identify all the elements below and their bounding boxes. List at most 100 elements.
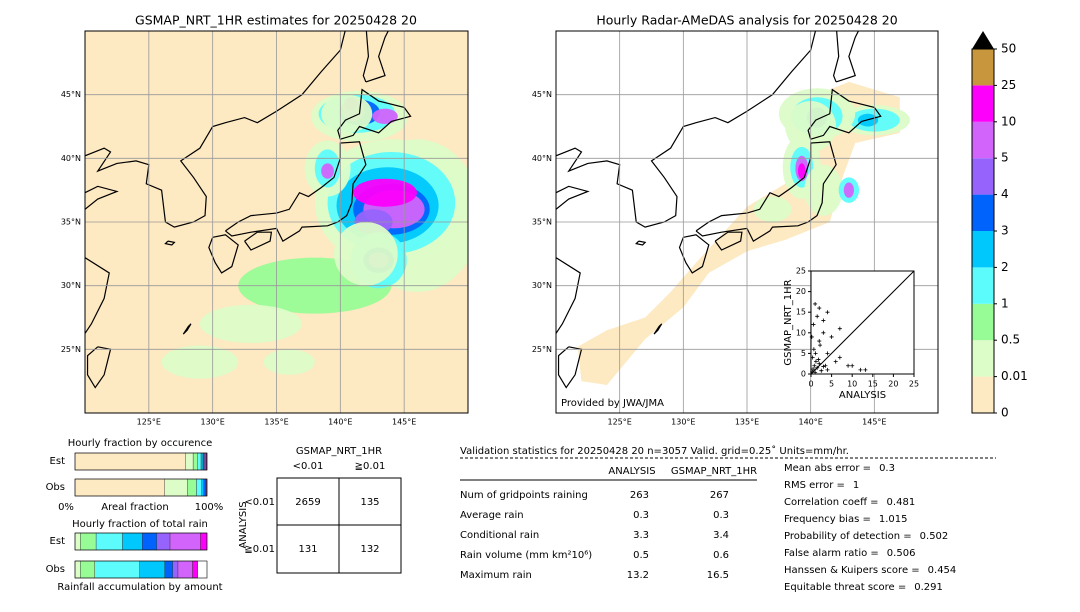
score-name: Mean abs error = bbox=[784, 463, 871, 474]
coastline bbox=[164, 240, 176, 246]
colorbar-segment bbox=[972, 376, 994, 413]
rain-area bbox=[843, 182, 854, 198]
chart-title: Hourly fraction of total rain bbox=[72, 519, 208, 530]
lon-tick-label: 135°E bbox=[264, 418, 288, 427]
scatter-point bbox=[825, 310, 830, 315]
colorbar-tick-label: 50 bbox=[1001, 42, 1016, 56]
scatter-point bbox=[819, 368, 824, 373]
stat-value: 3.4 bbox=[713, 530, 729, 541]
fraction-segment bbox=[192, 452, 198, 471]
coastline bbox=[556, 31, 817, 228]
fraction-segment bbox=[142, 532, 158, 551]
left-map-frame bbox=[84, 30, 469, 414]
coastline bbox=[225, 141, 367, 242]
score-name: Hanssen & Kuipers score = bbox=[784, 565, 920, 576]
y-axis-label: GSMAP_NRT_1HR bbox=[783, 279, 794, 365]
fraction-segment bbox=[185, 452, 194, 471]
x-axis-label: ANALYSIS bbox=[839, 390, 886, 401]
scatter-point bbox=[813, 359, 818, 364]
scatter-point bbox=[817, 361, 822, 366]
lon-tick-label: 125°E bbox=[137, 418, 161, 427]
scatter-point bbox=[810, 355, 815, 360]
scatter-point bbox=[817, 339, 822, 344]
scatter-point bbox=[816, 357, 821, 362]
scatter-point bbox=[812, 363, 817, 368]
row-label: Est bbox=[50, 456, 66, 467]
colorbar-segment bbox=[972, 340, 994, 377]
stat-name: Num of gridpoints raining bbox=[460, 490, 588, 501]
colorbar-tick-label: 0 bbox=[1001, 406, 1009, 420]
colorbar-tick-label: 25 bbox=[1001, 78, 1016, 92]
y-tick-label: 10 bbox=[796, 328, 806, 337]
scatter-point bbox=[823, 363, 828, 368]
rain-area bbox=[372, 108, 398, 124]
rain-area bbox=[753, 196, 792, 222]
scatter-point bbox=[809, 334, 814, 339]
scatter-point bbox=[850, 363, 855, 368]
coastline bbox=[182, 323, 192, 335]
score-value: 0.481 bbox=[887, 497, 916, 508]
x-tick-label: 20 bbox=[888, 380, 898, 389]
fraction-segment bbox=[192, 560, 198, 579]
rain-area bbox=[333, 222, 398, 286]
y-tick-label: 0 bbox=[801, 370, 806, 379]
scatter-point bbox=[821, 330, 826, 335]
x-tick-label: 15 bbox=[868, 380, 878, 389]
bar-frame bbox=[74, 452, 208, 471]
score-value: 1 bbox=[853, 480, 859, 491]
colorbar-tick-label: 0.5 bbox=[1001, 333, 1020, 347]
fraction-segment bbox=[200, 532, 208, 551]
fraction-segment bbox=[196, 478, 202, 497]
lon-tick-label: 145°E bbox=[392, 418, 416, 427]
fraction-segment bbox=[197, 452, 202, 471]
column-header: GSMAP_NRT_1HR bbox=[671, 466, 757, 477]
scatter-point bbox=[858, 367, 863, 372]
fraction-segment bbox=[203, 478, 206, 497]
lat-tick-label: 45°N bbox=[532, 90, 552, 99]
table-cell: 2659 bbox=[295, 497, 320, 508]
y-tick-label: 5 bbox=[801, 349, 806, 358]
stat-value: 0.5 bbox=[633, 550, 649, 561]
fraction-segment bbox=[74, 532, 81, 551]
colorbar-segment bbox=[972, 85, 994, 122]
lat-tick-label: 30°N bbox=[532, 281, 552, 290]
colorbar-segment bbox=[972, 231, 994, 268]
fraction-segment bbox=[122, 532, 143, 551]
scatter-point bbox=[817, 306, 822, 311]
rain-area bbox=[353, 178, 417, 207]
stat-value: 16.5 bbox=[707, 570, 729, 581]
fraction-segment bbox=[74, 478, 165, 497]
col-label: ≧0.01 bbox=[355, 461, 386, 472]
colorbar-tick-label: 4 bbox=[1001, 187, 1009, 201]
rain-area bbox=[321, 163, 334, 179]
score-value: 0.502 bbox=[920, 531, 949, 542]
axis-label: Areal fraction bbox=[101, 502, 168, 513]
x-tick-label: 5 bbox=[829, 380, 834, 389]
fraction-segment bbox=[164, 560, 173, 579]
lon-tick-label: 130°E bbox=[201, 418, 225, 427]
colorbar-tick-label: 2 bbox=[1001, 260, 1009, 274]
scatter-point bbox=[833, 359, 838, 364]
fraction-segment bbox=[172, 560, 179, 579]
colorbar-tick-label: 5 bbox=[1001, 151, 1009, 165]
bar-frame bbox=[74, 478, 208, 497]
fraction-segment bbox=[186, 478, 197, 497]
rain-area bbox=[321, 94, 373, 133]
coastline bbox=[832, 31, 860, 83]
lon-tick-label: 140°E bbox=[328, 418, 352, 427]
bar-frame bbox=[74, 560, 208, 579]
fraction-segment bbox=[201, 478, 204, 497]
side-label: ANALYSIS bbox=[238, 501, 249, 548]
colorbar-segment bbox=[972, 303, 994, 341]
scatter-point bbox=[810, 369, 815, 374]
fraction-segment bbox=[156, 532, 171, 551]
row-label: Obs bbox=[46, 482, 65, 493]
score-value: 0.454 bbox=[928, 565, 957, 576]
score-value: 0.291 bbox=[914, 582, 943, 593]
lat-tick-label: 30°N bbox=[61, 281, 81, 290]
fraction-segment bbox=[200, 452, 204, 471]
footer: Rainfall accumulation by amount bbox=[57, 582, 222, 593]
coastline bbox=[635, 240, 647, 246]
credit: Provided by JWA/JMA bbox=[561, 398, 664, 409]
score-name: Equitable threat score = bbox=[784, 582, 906, 593]
